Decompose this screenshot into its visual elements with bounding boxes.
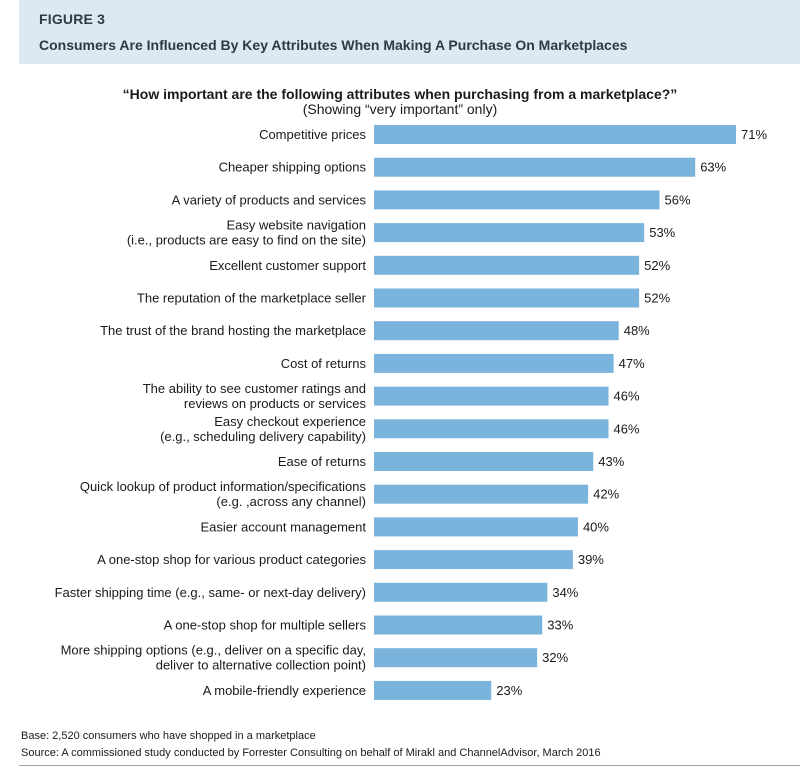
category-label: A mobile-friendly experience <box>203 683 366 698</box>
bar-value-label: 52% <box>644 291 670 306</box>
bar <box>374 353 614 373</box>
bar-value-label: 52% <box>644 258 670 273</box>
category-label-line: More shipping options (e.g., deliver on … <box>61 643 366 658</box>
category-label: Easy checkout experience (e.g., schedulin… <box>160 414 366 444</box>
bar-value-label: 47% <box>619 356 645 371</box>
category-label: More shipping options (e.g., deliver on … <box>61 643 366 673</box>
category-label: The ability to see customer ratings and r… <box>143 381 367 411</box>
category-label-line: The trust of the brand hosting the marke… <box>100 323 366 338</box>
category-label-line: Easy website navigation <box>227 218 366 233</box>
bar <box>374 321 619 341</box>
base-note: Base: 2,520 consumers who have shopped i… <box>21 730 316 742</box>
category-label-line: A mobile-friendly experience <box>203 683 366 698</box>
bar-value-label: 43% <box>598 454 624 469</box>
bar-value-label: 33% <box>547 618 573 633</box>
category-label: The reputation of the marketplace seller <box>137 291 367 306</box>
bar-value-label: 40% <box>583 519 609 534</box>
bar <box>374 157 696 177</box>
bar-value-label: 71% <box>741 127 767 142</box>
bar <box>374 419 609 439</box>
bar <box>374 615 543 635</box>
category-label: Easier account management <box>201 519 367 534</box>
category-label-line: (e.g. ,across any channel) <box>216 494 366 509</box>
category-label-line: Easy checkout experience <box>214 414 366 429</box>
bar-value-label: 46% <box>614 421 640 436</box>
bar <box>374 550 573 570</box>
category-label: Cost of returns <box>281 356 367 371</box>
category-label-line: The ability to see customer ratings and <box>143 381 366 396</box>
bar-value-label: 46% <box>614 389 640 404</box>
category-label-line: A one-stop shop for multiple sellers <box>164 618 367 633</box>
category-label-line: Quick lookup of product information/spec… <box>80 479 367 494</box>
category-label-line: Competitive prices <box>259 127 366 142</box>
category-label-line: A variety of products and services <box>172 192 367 207</box>
bar <box>374 517 578 537</box>
bar <box>374 288 640 308</box>
bar <box>374 582 548 602</box>
category-label: Cheaper shipping options <box>219 160 367 175</box>
category-label: A one-stop shop for multiple sellers <box>164 618 367 633</box>
bar-value-label: 63% <box>700 160 726 175</box>
footer-divider <box>19 765 800 766</box>
chart-subtitle: (Showing “very important” only) <box>302 101 498 117</box>
category-label-line: Cost of returns <box>281 356 367 371</box>
bar-value-label: 53% <box>649 225 675 240</box>
bar-value-label: 39% <box>578 552 604 567</box>
category-label: The trust of the brand hosting the marke… <box>100 323 366 338</box>
category-label: Faster shipping time (e.g., same- or nex… <box>55 585 366 600</box>
category-label-line: Easier account management <box>201 519 367 534</box>
bar-value-label: 42% <box>593 487 619 502</box>
category-label: Ease of returns <box>278 454 367 469</box>
figure-label: FIGURE 3 <box>39 11 106 27</box>
category-label: A variety of products and services <box>172 192 367 207</box>
bar-value-label: 32% <box>542 650 568 665</box>
category-label-line: (e.g., scheduling delivery capability) <box>160 429 366 444</box>
bar-value-label: 34% <box>552 585 578 600</box>
bar-value-label: 23% <box>496 683 522 698</box>
figure-header: FIGURE 3 Consumers Are Influenced By Key… <box>19 0 800 64</box>
figure-title: Consumers Are Influenced By Key Attribut… <box>39 37 628 53</box>
bar <box>374 680 492 700</box>
bar <box>374 255 640 275</box>
category-label-line: reviews on products or services <box>184 396 367 411</box>
category-label-line: A one-stop shop for various product cate… <box>97 552 366 567</box>
category-label: Quick lookup of product information/spec… <box>80 479 367 509</box>
source-note: Source: A commissioned study conducted b… <box>21 747 601 759</box>
bar <box>374 452 594 471</box>
category-label-line: Ease of returns <box>278 454 367 469</box>
bar <box>374 386 609 406</box>
category-label-line: deliver to alternative collection point) <box>156 658 366 673</box>
bar <box>374 190 660 210</box>
bar <box>374 484 589 504</box>
category-label: Competitive prices <box>259 127 366 142</box>
category-label-line: Cheaper shipping options <box>219 160 367 175</box>
category-label: A one-stop shop for various product cate… <box>97 552 366 567</box>
category-label-line: The reputation of the marketplace seller <box>137 291 367 306</box>
bar-value-label: 48% <box>624 323 650 338</box>
category-label: Excellent customer support <box>209 258 366 273</box>
category-label: Easy website navigation (i.e., products a… <box>127 218 366 248</box>
bar-value-label: 56% <box>665 192 691 207</box>
chart-title: “How important are the following attribu… <box>122 86 678 102</box>
category-label-line: (i.e., products are easy to find on the … <box>127 233 366 248</box>
bar <box>374 223 645 243</box>
bar <box>374 648 538 668</box>
category-label-line: Faster shipping time (e.g., same- or nex… <box>55 585 366 600</box>
bar <box>374 125 736 144</box>
category-label-line: Excellent customer support <box>209 258 366 273</box>
